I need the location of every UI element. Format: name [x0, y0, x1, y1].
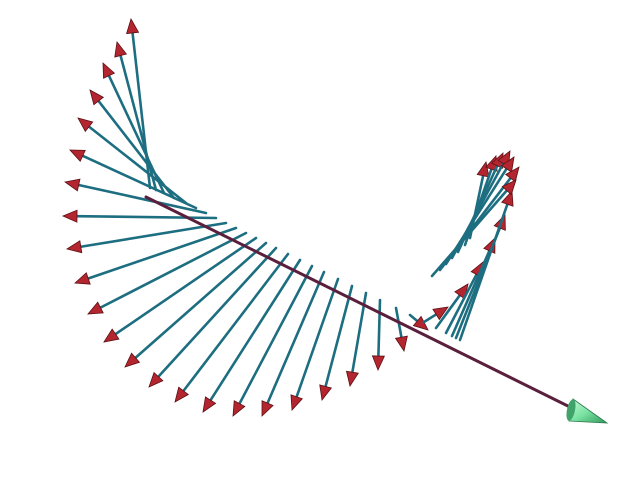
vector-arrowhead	[371, 355, 386, 372]
vector-arrowhead	[77, 117, 94, 133]
vector-arrowhead	[501, 179, 517, 196]
vector-arrowhead	[102, 62, 116, 79]
main-axis-line	[144, 195, 584, 415]
vector-shaft	[444, 273, 478, 335]
vector-arrowhead	[65, 240, 83, 254]
vector-arrowhead	[290, 394, 304, 411]
vector-arrowhead	[126, 17, 140, 35]
vector-arrowhead	[476, 161, 490, 178]
vector-shaft	[324, 284, 354, 388]
vector-arrowhead	[232, 400, 246, 417]
vector-shaft	[134, 241, 268, 360]
vector-arrowhead	[432, 306, 449, 321]
vector-arrowhead	[500, 156, 515, 173]
vector-arrowhead	[174, 386, 189, 403]
vector-arrowhead	[61, 209, 78, 223]
vector-shaft	[87, 125, 188, 205]
vector-arrowhead	[114, 41, 128, 58]
vector-arrowhead	[394, 335, 408, 352]
vector-shaft	[79, 221, 228, 249]
vector-shaft	[434, 294, 462, 330]
vector-arrowhead	[261, 400, 274, 417]
vector-arrowhead	[202, 396, 217, 413]
vector-arrowhead	[69, 149, 86, 163]
axis-arrowhead-cone	[566, 398, 609, 424]
vector-shaft	[408, 313, 419, 323]
vector-arrowhead	[319, 384, 333, 401]
vector-arrowhead	[74, 272, 91, 285]
vector-shaft	[430, 189, 509, 278]
vector-shaft	[295, 277, 340, 399]
vector-shaft	[377, 298, 382, 358]
vector-arrowhead	[124, 352, 141, 368]
vector-shaft	[86, 226, 238, 280]
vector-arrowhead	[501, 190, 514, 207]
vector-arrowhead	[345, 370, 359, 388]
vector-arrowhead	[504, 166, 520, 183]
vector-shaft	[99, 231, 248, 309]
vector-shaft	[97, 99, 176, 200]
vector-shaft	[266, 270, 326, 405]
vector-arrowhead	[89, 89, 105, 106]
vector-shaft	[450, 249, 491, 338]
vector-group	[61, 17, 520, 417]
vector-shaft	[157, 246, 278, 378]
vector-shaft	[114, 236, 258, 336]
vector-shaft	[77, 183, 208, 215]
vector-shaft	[81, 154, 198, 210]
vector-shaft	[422, 313, 438, 324]
vector-shaft	[209, 258, 302, 402]
vector-arrowhead	[412, 315, 429, 331]
vector-shaft	[75, 214, 218, 220]
vector-arrowhead	[64, 178, 81, 192]
vector-shaft	[238, 264, 314, 405]
vector-shaft	[182, 252, 290, 393]
vector-arrowhead	[103, 328, 120, 343]
vector-arrowhead	[87, 301, 104, 315]
vector-shaft	[458, 202, 509, 342]
vector-arrowhead	[148, 371, 164, 388]
